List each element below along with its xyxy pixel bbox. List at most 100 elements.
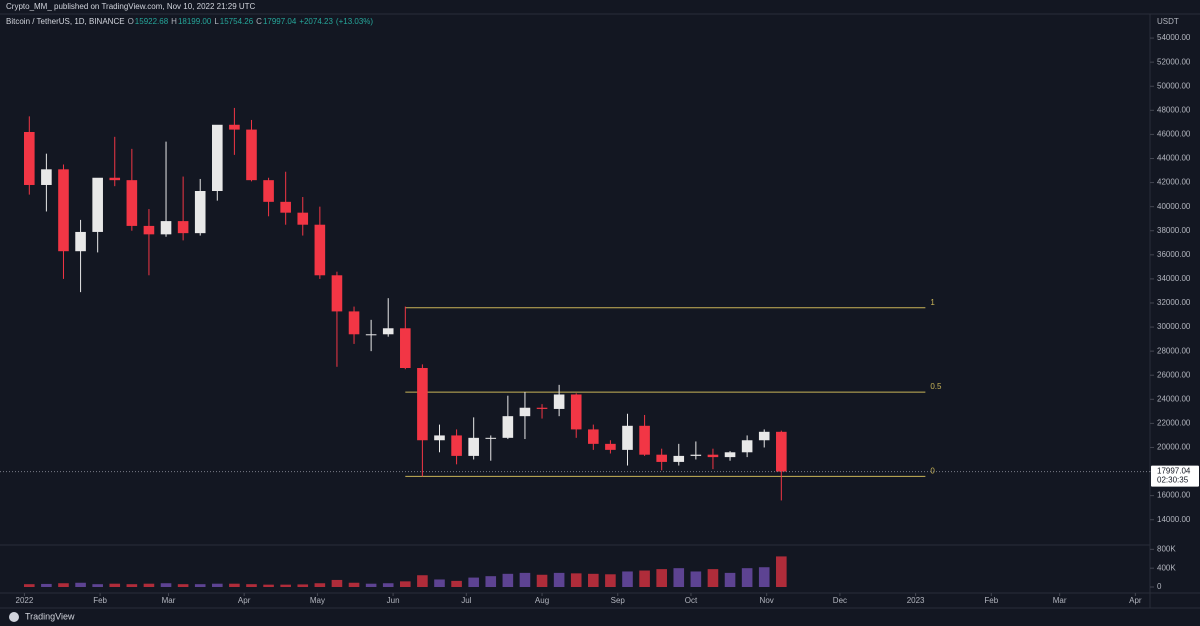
candle-body	[177, 221, 189, 234]
volume-bar	[348, 582, 360, 587]
volume-bar	[673, 568, 685, 587]
y-tick-label: 26000.00	[1157, 370, 1191, 379]
last-price-box	[1151, 465, 1199, 487]
volume-bar	[451, 580, 462, 587]
legend-symbol: Bitcoin / TetherUS, 1D, BINANCE	[6, 17, 125, 26]
candle-body	[570, 394, 582, 430]
y-tick-label: 14000.00	[1157, 515, 1191, 524]
volume-bar	[160, 583, 172, 587]
brand: TradingView	[25, 611, 75, 621]
countdown: 02:30:35	[1157, 476, 1189, 485]
y-tick-label: 54000.00	[1157, 33, 1191, 42]
volume-tick-label: 400K	[1157, 563, 1176, 572]
x-tick-label: Aug	[535, 596, 549, 605]
x-tick-label: May	[310, 596, 325, 605]
candle-body	[246, 129, 257, 181]
candle-body	[451, 435, 462, 456]
volume-bar	[502, 573, 514, 587]
volume-bar	[314, 583, 326, 587]
volume-bar	[331, 579, 343, 587]
fib-label: 1	[930, 298, 935, 307]
volume-bar	[212, 583, 223, 587]
volume-tick-label: 800K	[1157, 544, 1176, 553]
volume-bar	[365, 583, 377, 587]
volume-bar	[177, 584, 189, 587]
candle-body	[314, 224, 326, 276]
candle-body	[485, 437, 497, 439]
y-tick-label: 20000.00	[1157, 443, 1191, 452]
candle-body	[673, 455, 685, 462]
volume-bar	[434, 579, 445, 587]
y-tick-label: 52000.00	[1157, 57, 1191, 66]
legend-high-label: H	[171, 17, 177, 26]
volume-bar	[143, 583, 155, 587]
volume-bar	[417, 575, 428, 587]
publisher: Crypto_MM_ published on TradingView.com,…	[6, 2, 256, 11]
volume-bar	[92, 584, 103, 587]
fib-label: 0	[930, 466, 935, 475]
volume-bar	[519, 572, 531, 587]
legend-open-label: O	[128, 17, 134, 26]
volume-bar	[382, 583, 394, 587]
candle-body	[160, 221, 172, 235]
legend-high: 18199.00	[178, 17, 212, 26]
y-tick-label: 50000.00	[1157, 81, 1191, 90]
candle-body	[656, 454, 667, 462]
volume-bar	[468, 577, 479, 587]
candle-body	[622, 425, 633, 450]
volume-bar	[639, 570, 650, 587]
legend-close: 17997.04	[263, 17, 297, 26]
candle-body	[75, 231, 86, 252]
brand-logo	[9, 612, 19, 622]
x-tick-label: Feb	[984, 596, 998, 605]
candle-body	[758, 431, 770, 441]
x-tick-label: Oct	[685, 596, 698, 605]
y-tick-label: 32000.00	[1157, 298, 1191, 307]
fib-label: 0.5	[930, 382, 942, 391]
x-tick-label: Jul	[461, 596, 471, 605]
x-tick-label: 2023	[907, 596, 925, 605]
candle-body	[126, 180, 138, 226]
volume-bar	[246, 584, 257, 587]
volume-bar	[758, 567, 770, 587]
candle-body	[348, 311, 360, 335]
x-tick-label: Apr	[238, 596, 251, 605]
legend-change-pct: (+13.03%)	[336, 17, 373, 26]
volume-bar	[41, 583, 52, 587]
volume-bar	[58, 583, 69, 587]
volume-bar	[588, 573, 599, 587]
volume-bar	[126, 584, 138, 587]
candle-body	[536, 407, 548, 409]
currency: USDT	[1157, 17, 1179, 26]
candle-body	[24, 132, 35, 185]
y-tick-label: 24000.00	[1157, 394, 1191, 403]
volume-bar	[570, 573, 582, 587]
legend: Bitcoin / TetherUS, 1D, BINANCE O 15922.68…	[6, 17, 373, 26]
candle-body	[331, 275, 343, 312]
volume-bar	[280, 584, 291, 587]
y-tick-label: 34000.00	[1157, 274, 1191, 283]
candle-body	[502, 416, 514, 438]
x-tick-label: 2022	[16, 596, 34, 605]
candle-body	[724, 452, 736, 458]
y-tick-label: 40000.00	[1157, 202, 1191, 211]
volume-bar	[109, 583, 121, 587]
volume-bar	[229, 583, 240, 587]
volume-bar	[724, 572, 736, 587]
candle-body	[400, 328, 411, 368]
y-tick-label: 36000.00	[1157, 250, 1191, 259]
x-tick-label: Nov	[760, 596, 774, 605]
volume-bar	[24, 584, 35, 587]
candle-body	[280, 201, 291, 213]
candle-body	[382, 328, 394, 335]
candle-body	[297, 212, 309, 225]
volume-bar	[776, 556, 787, 587]
volume-bar	[297, 584, 309, 587]
candle-body	[519, 407, 531, 417]
x-tick-label: Dec	[833, 596, 847, 605]
legend-open: 15922.68	[135, 17, 169, 26]
y-tick-label: 38000.00	[1157, 226, 1191, 235]
candle-body	[553, 394, 565, 409]
volume-bar	[194, 584, 206, 587]
